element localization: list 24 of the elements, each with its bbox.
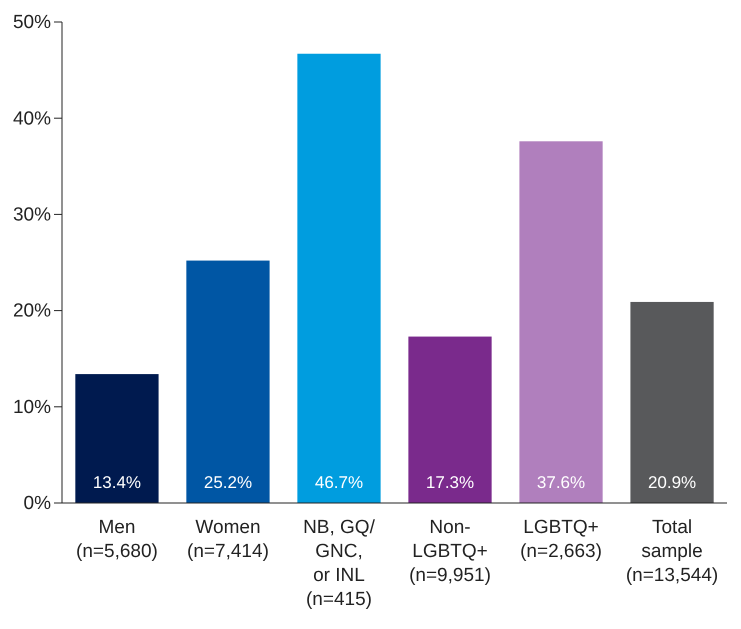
data-label: 17.3% [426, 473, 474, 492]
data-label: 25.2% [204, 473, 252, 492]
y-tick-label: 10% [12, 396, 52, 418]
y-tick-label: 40% [12, 108, 52, 130]
x-tick-label: Total sample (n=13,544) [626, 517, 718, 586]
bar [630, 302, 714, 503]
x-tick-label: LGBTQ+ (n=2,663) [520, 517, 602, 562]
x-tick-label: NB, GQ/ GNC, or INL (n=415) [303, 517, 376, 610]
bar [519, 141, 603, 503]
y-tick-label: 50% [12, 12, 52, 34]
bar [297, 54, 381, 503]
y-tick-label: 0% [24, 493, 52, 514]
data-label: 37.6% [536, 473, 586, 492]
data-label: 46.7% [314, 473, 364, 492]
bar [408, 336, 492, 503]
x-tick-label: Non- LGBTQ+ (n=9,951) [409, 517, 491, 586]
x-tick-label: Men (n=5,680) [76, 517, 158, 562]
y-tick-label: 20% [12, 300, 52, 322]
data-label: 13.4% [92, 473, 142, 492]
x-tick-label: Women (n=7,414) [187, 517, 269, 562]
bar [75, 374, 159, 503]
y-tick-label: 30% [12, 204, 52, 226]
data-label: 20.9% [648, 473, 696, 492]
bar [186, 260, 270, 503]
